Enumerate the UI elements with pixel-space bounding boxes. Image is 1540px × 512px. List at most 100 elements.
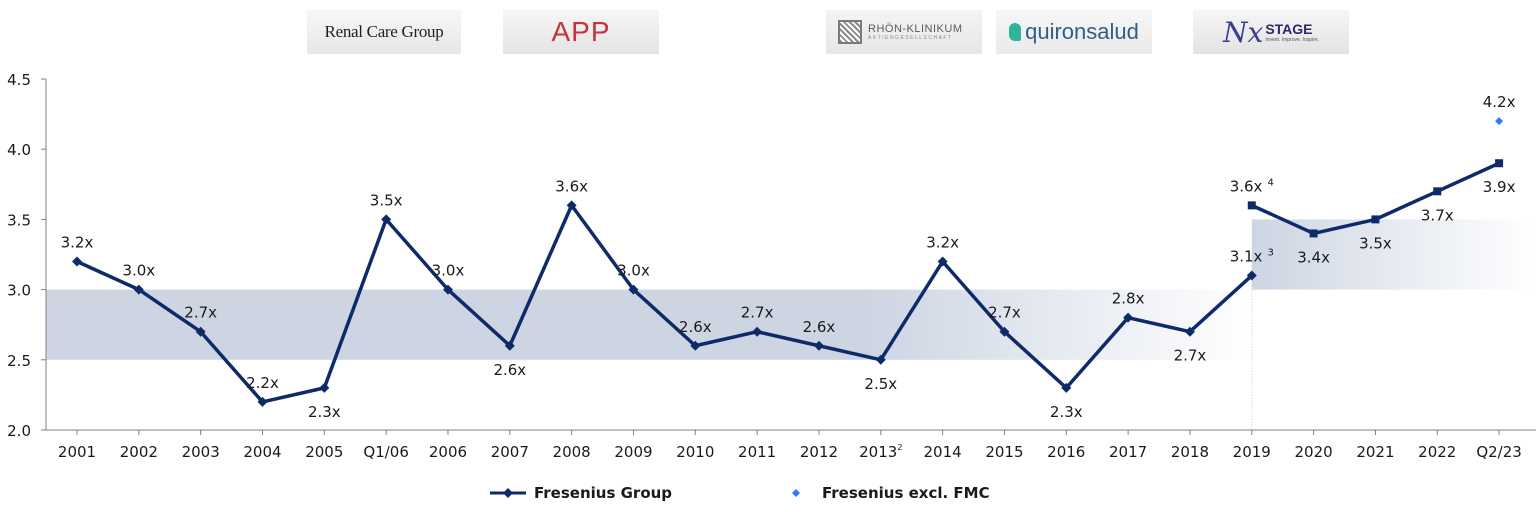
data-label: 2.7x xyxy=(184,304,217,322)
y-tick-label: 2.5 xyxy=(7,352,31,370)
data-label: 2.8x xyxy=(1112,290,1145,308)
fresenius-group-line-1 xyxy=(76,203,1253,404)
data-label: 3.4x xyxy=(1297,248,1330,266)
x-tick-label: 2006 xyxy=(429,443,467,461)
fresenius-group-point xyxy=(1246,270,1257,281)
x-tick-label: 2001 xyxy=(58,443,96,461)
data-label: 3.7x xyxy=(1421,206,1454,224)
data-label: 2.7x xyxy=(741,304,774,322)
x-tick-label: 2008 xyxy=(553,443,591,461)
fresenius-group-point xyxy=(257,396,268,407)
fresenius-group-point xyxy=(319,382,330,393)
x-tick-label: Q1/06 xyxy=(363,443,409,461)
quironsalud-logo-text: quironsalud xyxy=(1025,19,1139,44)
x-tick-label: Q2/23 xyxy=(1476,443,1522,461)
data-label: 2.7x xyxy=(988,304,1021,322)
fresenius-group-point xyxy=(690,340,701,351)
quironsalud-logo: quironsalud xyxy=(996,10,1152,54)
x-tick-label: 2018 xyxy=(1171,443,1209,461)
fresenius-group-point xyxy=(1309,229,1318,238)
fresenius-group-point xyxy=(133,284,144,295)
data-label: 2.3x xyxy=(308,403,341,421)
y-tick-label: 4.0 xyxy=(7,141,31,159)
x-tick-label: 20132 xyxy=(859,443,902,461)
rhon-seal-icon xyxy=(838,20,862,44)
x-tick-label: 2003 xyxy=(182,443,220,461)
fresenius-excl-fmc-point xyxy=(1495,117,1504,126)
fresenius-group-point xyxy=(381,214,392,225)
rhon-klinikum-logo-text: RHÖN-KLINIKUM AKTIENGESELLSCHAFT xyxy=(868,23,963,41)
fresenius-group-point xyxy=(1123,312,1134,323)
data-label: 2.7x xyxy=(1174,347,1207,365)
legend-fresenius-group: Fresenius Group xyxy=(490,484,672,502)
y-tick-label: 2.0 xyxy=(7,422,31,440)
data-label: 3.6x 4 xyxy=(1230,177,1274,195)
app-logo-text: APP xyxy=(551,16,611,47)
data-label: 3.2x xyxy=(61,234,94,252)
x-tick-label: 2021 xyxy=(1356,443,1394,461)
y-tick-label: 3.0 xyxy=(7,282,31,300)
fresenius-group-point xyxy=(752,326,763,337)
fresenius-group-point xyxy=(999,326,1010,337)
fresenius-group-point xyxy=(1061,382,1072,393)
data-label: 4.2x xyxy=(1483,93,1516,111)
nxstage-mark-icon: Nx xyxy=(1223,15,1264,49)
fresenius-group-point xyxy=(72,256,82,267)
y-tick-label: 4.5 xyxy=(7,71,31,89)
fresenius-group-point xyxy=(1184,326,1195,337)
data-label: 3.0x xyxy=(617,262,650,280)
x-tick-label: 2012 xyxy=(800,443,838,461)
fresenius-group-point xyxy=(195,326,206,337)
quironsalud-mark-icon xyxy=(1009,23,1022,41)
target-band-1 xyxy=(46,289,1252,360)
data-label: 3.5x xyxy=(1359,234,1392,252)
renal-care-group-logo-text: Renal Care Group xyxy=(324,22,444,41)
data-label: 3.6x xyxy=(555,177,588,195)
x-tick-label: 2017 xyxy=(1109,443,1147,461)
rhon-klinikum-subtitle: AKTIENGESELLSCHAFT xyxy=(868,35,953,41)
x-tick-label: 2019 xyxy=(1233,443,1271,461)
x-tick-label: 2015 xyxy=(985,443,1023,461)
x-tick-label: 2014 xyxy=(924,443,962,461)
fresenius-group-point xyxy=(813,340,824,351)
nxstage-name: STAGE xyxy=(1265,21,1313,37)
data-label: 3.0x xyxy=(122,262,155,280)
x-tick-label: 2005 xyxy=(305,443,343,461)
fresenius-group-point xyxy=(937,256,948,267)
nxstage-tagline: Invent. Improve. Inspire. xyxy=(1265,37,1319,43)
legend-diamond-icon xyxy=(792,489,800,497)
x-tick-label: 2004 xyxy=(243,443,281,461)
fresenius-group-point xyxy=(504,340,515,351)
fresenius-group-point xyxy=(1495,159,1504,168)
fresenius-group-point xyxy=(1247,201,1256,210)
nxstage-logo-text: STAGE Invent. Improve. Inspire. xyxy=(1265,21,1319,43)
x-tick-label: 2020 xyxy=(1295,443,1333,461)
data-label: 2.3x xyxy=(1050,403,1083,421)
x-tick-label: 2016 xyxy=(1047,443,1085,461)
x-tick-label: 2010 xyxy=(676,443,714,461)
renal-care-group-logo: Renal Care Group xyxy=(307,10,461,54)
x-tick-label: 2009 xyxy=(614,443,652,461)
legend-fresenius-excl-fmc-label: Fresenius excl. FMC xyxy=(822,484,990,502)
fresenius-group-point xyxy=(875,354,886,365)
fresenius-group-point xyxy=(566,200,577,211)
legend-diamond-line-icon xyxy=(490,488,526,498)
data-label: 3.0x xyxy=(432,262,465,280)
legend-fresenius-excl-fmc: Fresenius excl. FMC xyxy=(778,484,990,502)
data-label: 3.5x xyxy=(370,191,403,209)
data-label: 2.6x xyxy=(493,361,526,379)
fresenius-group-point xyxy=(442,284,453,295)
data-label: 2.2x xyxy=(246,374,279,392)
data-label: 2.6x xyxy=(803,318,836,336)
fresenius-group-point xyxy=(628,284,639,295)
data-label: 3.2x xyxy=(926,234,959,252)
data-label: 2.6x xyxy=(679,318,712,336)
target-band-2 xyxy=(1251,219,1536,290)
data-label: 2.5x xyxy=(864,375,897,393)
y-tick-label: 3.5 xyxy=(7,211,31,229)
x-tick-label: 2002 xyxy=(120,443,158,461)
rhon-klinikum-name: RHÖN-KLINIKUM xyxy=(868,23,963,35)
x-tick-label: 2011 xyxy=(738,443,776,461)
rhon-klinikum-logo: RHÖN-KLINIKUM AKTIENGESELLSCHAFT xyxy=(826,10,982,54)
